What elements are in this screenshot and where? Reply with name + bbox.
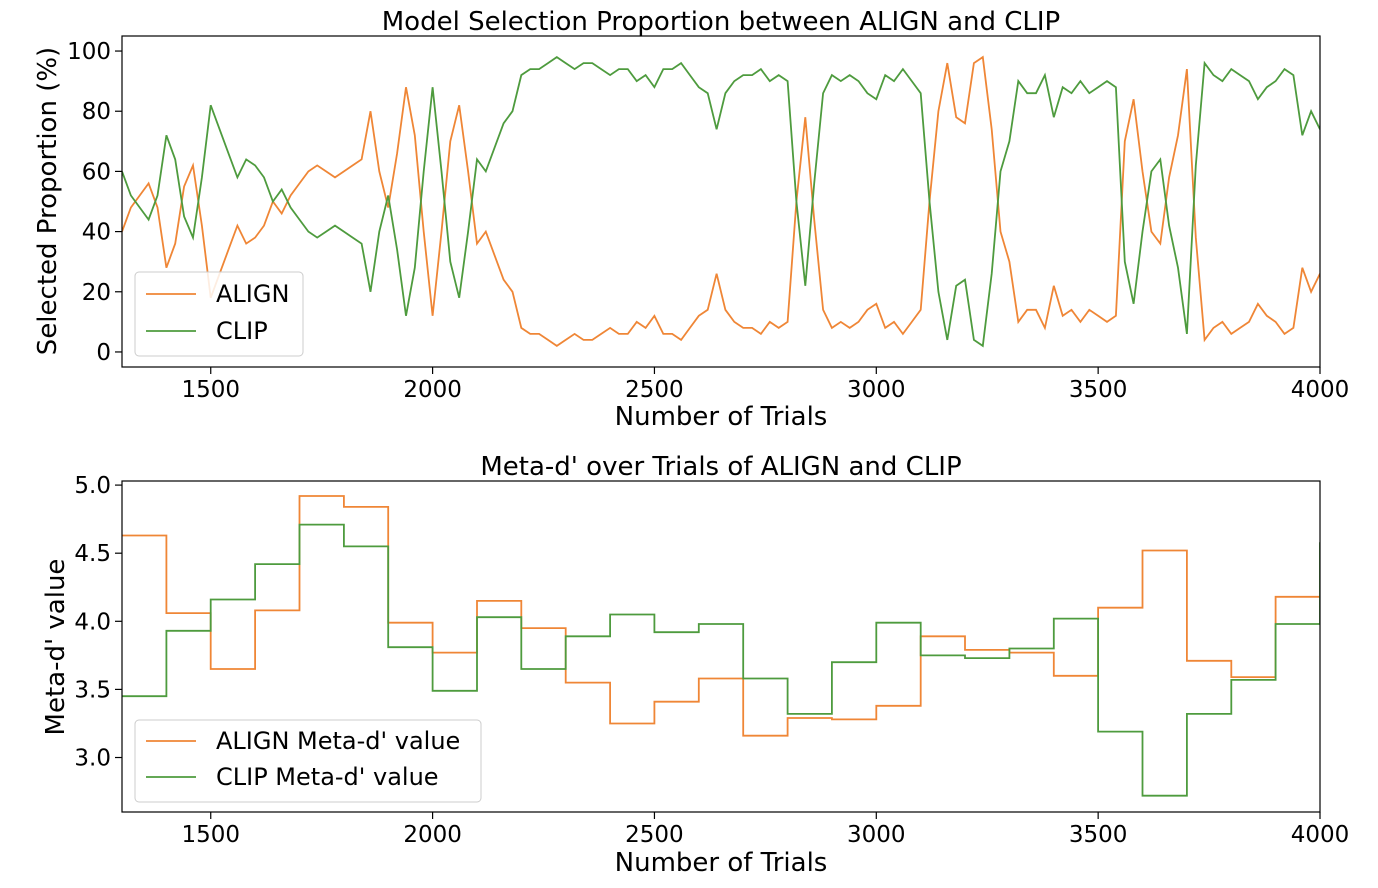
x-axis-label: Number of Trials [615, 848, 828, 878]
chart-title: Meta-d' over Trials of ALIGN and CLIP [480, 452, 961, 482]
y-tick-label: 4.5 [74, 541, 111, 567]
y-tick-label: 40 [82, 220, 111, 246]
y-tick-label: 0 [96, 340, 111, 366]
series-line-align [122, 495, 1320, 737]
x-axis-label: Number of Trials [615, 402, 828, 432]
x-tick-label: 2500 [625, 822, 684, 848]
legend-box [134, 271, 304, 357]
plot-frame [121, 480, 1321, 813]
y-tick-label: 5.0 [74, 473, 111, 499]
legend-box [134, 719, 482, 803]
legend: ALIGN Meta-d' value CLIP Meta-d' value [134, 719, 482, 803]
chart-selection-proportion: Model Selection Proportion between ALIGN… [33, 7, 1349, 432]
chart-title: Model Selection Proportion between ALIGN… [382, 7, 1061, 37]
x-tick-label: 2500 [625, 377, 684, 403]
legend-label-align: ALIGN Meta-d' value [216, 727, 460, 755]
x-tick-label: 3000 [847, 377, 906, 403]
y-tick-label: 3.0 [74, 746, 111, 772]
x-tick-label: 4000 [1291, 377, 1350, 403]
y-tick-label: 60 [82, 159, 111, 185]
legend-label-align: ALIGN [216, 280, 289, 308]
y-tick-label: 3.5 [74, 677, 111, 703]
legend-label-clip: CLIP Meta-d' value [216, 763, 439, 791]
x-tick-label: 4000 [1291, 822, 1350, 848]
x-tick-label: 3000 [847, 822, 906, 848]
series-layer [122, 55, 1320, 348]
series-line-clip [122, 56, 1320, 348]
x-tick-label: 3500 [1069, 377, 1128, 403]
y-tick-label: 20 [82, 280, 111, 306]
series-line-clip [122, 523, 1320, 797]
x-tick-label: 2000 [403, 822, 462, 848]
x-tick-label: 1500 [181, 377, 240, 403]
x-tick-label: 1500 [181, 822, 240, 848]
y-tick-label: 100 [67, 39, 111, 65]
x-tick-label: 2000 [403, 377, 462, 403]
x-axis: 1500 2000 2500 3000 3500 4000 [181, 367, 1349, 403]
y-axis: 0 20 40 60 80 100 [67, 39, 122, 366]
x-tick-label: 3500 [1069, 822, 1128, 848]
y-axis-label: Selected Proportion (%) [33, 47, 63, 355]
legend-label-clip: CLIP [216, 317, 268, 345]
series-layer [122, 495, 1320, 797]
legend: ALIGN CLIP [134, 271, 304, 357]
plot-frame [121, 35, 1321, 368]
x-axis: 1500 2000 2500 3000 3500 4000 [181, 812, 1349, 848]
y-axis-label: Meta-d' value [41, 559, 71, 736]
series-line-align [122, 55, 1320, 347]
y-tick-label: 80 [82, 99, 111, 125]
y-tick-label: 4.0 [74, 609, 111, 635]
chart-meta-d: Meta-d' over Trials of ALIGN and CLIP 15… [41, 452, 1349, 878]
y-axis: 3.0 3.5 4.0 4.5 5.0 [74, 473, 122, 772]
